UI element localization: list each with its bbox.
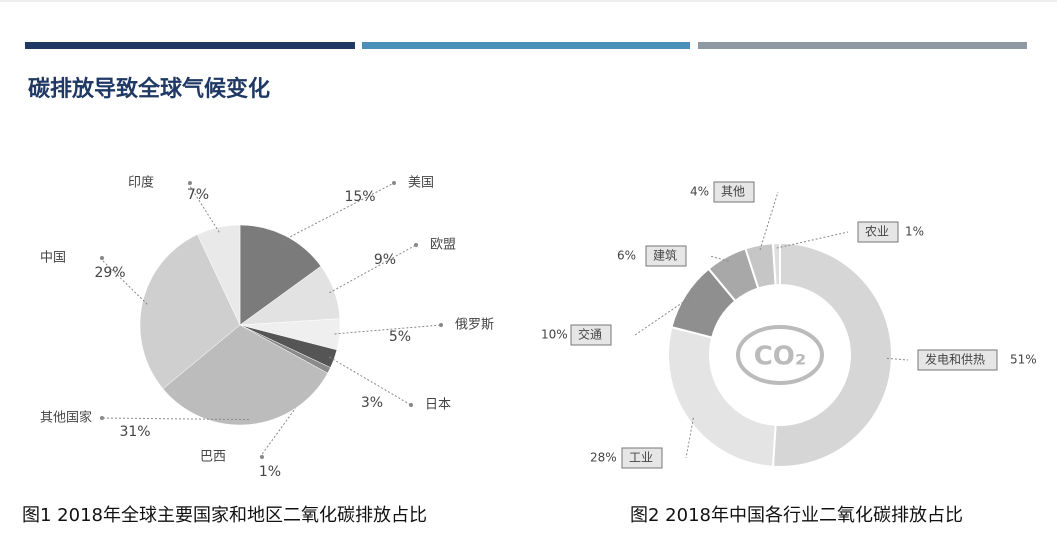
accent-bar: [25, 42, 355, 49]
category-label: 农业: [865, 225, 889, 239]
leader-line: [886, 357, 909, 361]
value-label: 28%: [590, 451, 617, 465]
value-label: 29%: [94, 265, 125, 281]
leader-line: [282, 182, 395, 241]
chart-caption: 图1 2018年全球主要国家和地区二氧化碳排放占比: [22, 505, 427, 526]
leader-line: [99, 257, 148, 305]
value-label: 31%: [119, 424, 150, 440]
label-dot: [409, 403, 413, 407]
accent-bar: [698, 42, 1027, 49]
category-label: 其他: [721, 185, 745, 199]
slice: [239, 224, 322, 326]
category-label: 建筑: [653, 248, 677, 263]
category-label: 美国: [408, 176, 434, 191]
slice: [771, 241, 781, 287]
slice: [139, 234, 241, 390]
leader-line: [187, 182, 220, 233]
label-box: [857, 221, 899, 243]
label-dot: [392, 181, 396, 185]
category-label: 印度: [128, 175, 154, 191]
value-label: 9%: [374, 252, 396, 268]
label-box: [570, 324, 612, 346]
category-label: 巴西: [200, 450, 226, 465]
leader-line: [776, 231, 849, 249]
category-label: 交通: [578, 327, 602, 342]
category-label: 发电和供热: [925, 352, 985, 367]
leader-line: [709, 255, 729, 262]
value-label: 5%: [389, 329, 411, 345]
category-label: 欧盟: [430, 238, 456, 253]
value-label: 10%: [541, 328, 568, 342]
leader-line: [634, 297, 690, 336]
value-label: 15%: [344, 189, 375, 205]
slice: [162, 324, 328, 426]
value-label: 1%: [905, 225, 924, 239]
slide-title: 碳排放导致全球气候变化: [28, 76, 270, 102]
cloud-icon: [736, 325, 824, 385]
value-label: 4%: [690, 185, 709, 199]
accent-bar: [362, 42, 690, 49]
value-label: 3%: [361, 395, 383, 411]
label-dot: [100, 416, 104, 420]
label-dot: [414, 243, 418, 247]
category-label: 工业: [629, 451, 653, 465]
label-box: [917, 349, 998, 371]
label-dot: [260, 455, 264, 459]
slice: [771, 241, 893, 468]
value-label: 1%: [259, 464, 281, 480]
leader-line: [685, 417, 694, 459]
label-dot: [188, 181, 192, 185]
label-box: [621, 447, 663, 469]
chart-caption: 图2 2018年中国各行业二氧化碳排放占比: [630, 505, 963, 526]
slice: [667, 325, 777, 468]
leader-line: [99, 417, 249, 421]
slice: [197, 224, 241, 326]
leader-line: [334, 324, 442, 335]
label-dot: [439, 323, 443, 327]
category-label: 日本: [425, 398, 451, 413]
center-label: CO₂: [754, 342, 807, 372]
category-label: 中国: [40, 251, 66, 266]
category-label: 其他国家: [40, 410, 92, 426]
label-dot: [100, 256, 104, 260]
label-box: [713, 181, 755, 203]
category-label: 俄罗斯: [455, 318, 494, 333]
label-box: [645, 245, 687, 267]
leader-line: [329, 244, 417, 294]
value-label: 6%: [617, 249, 636, 263]
value-label: 7%: [187, 187, 209, 203]
value-label: 51%: [1010, 353, 1037, 367]
